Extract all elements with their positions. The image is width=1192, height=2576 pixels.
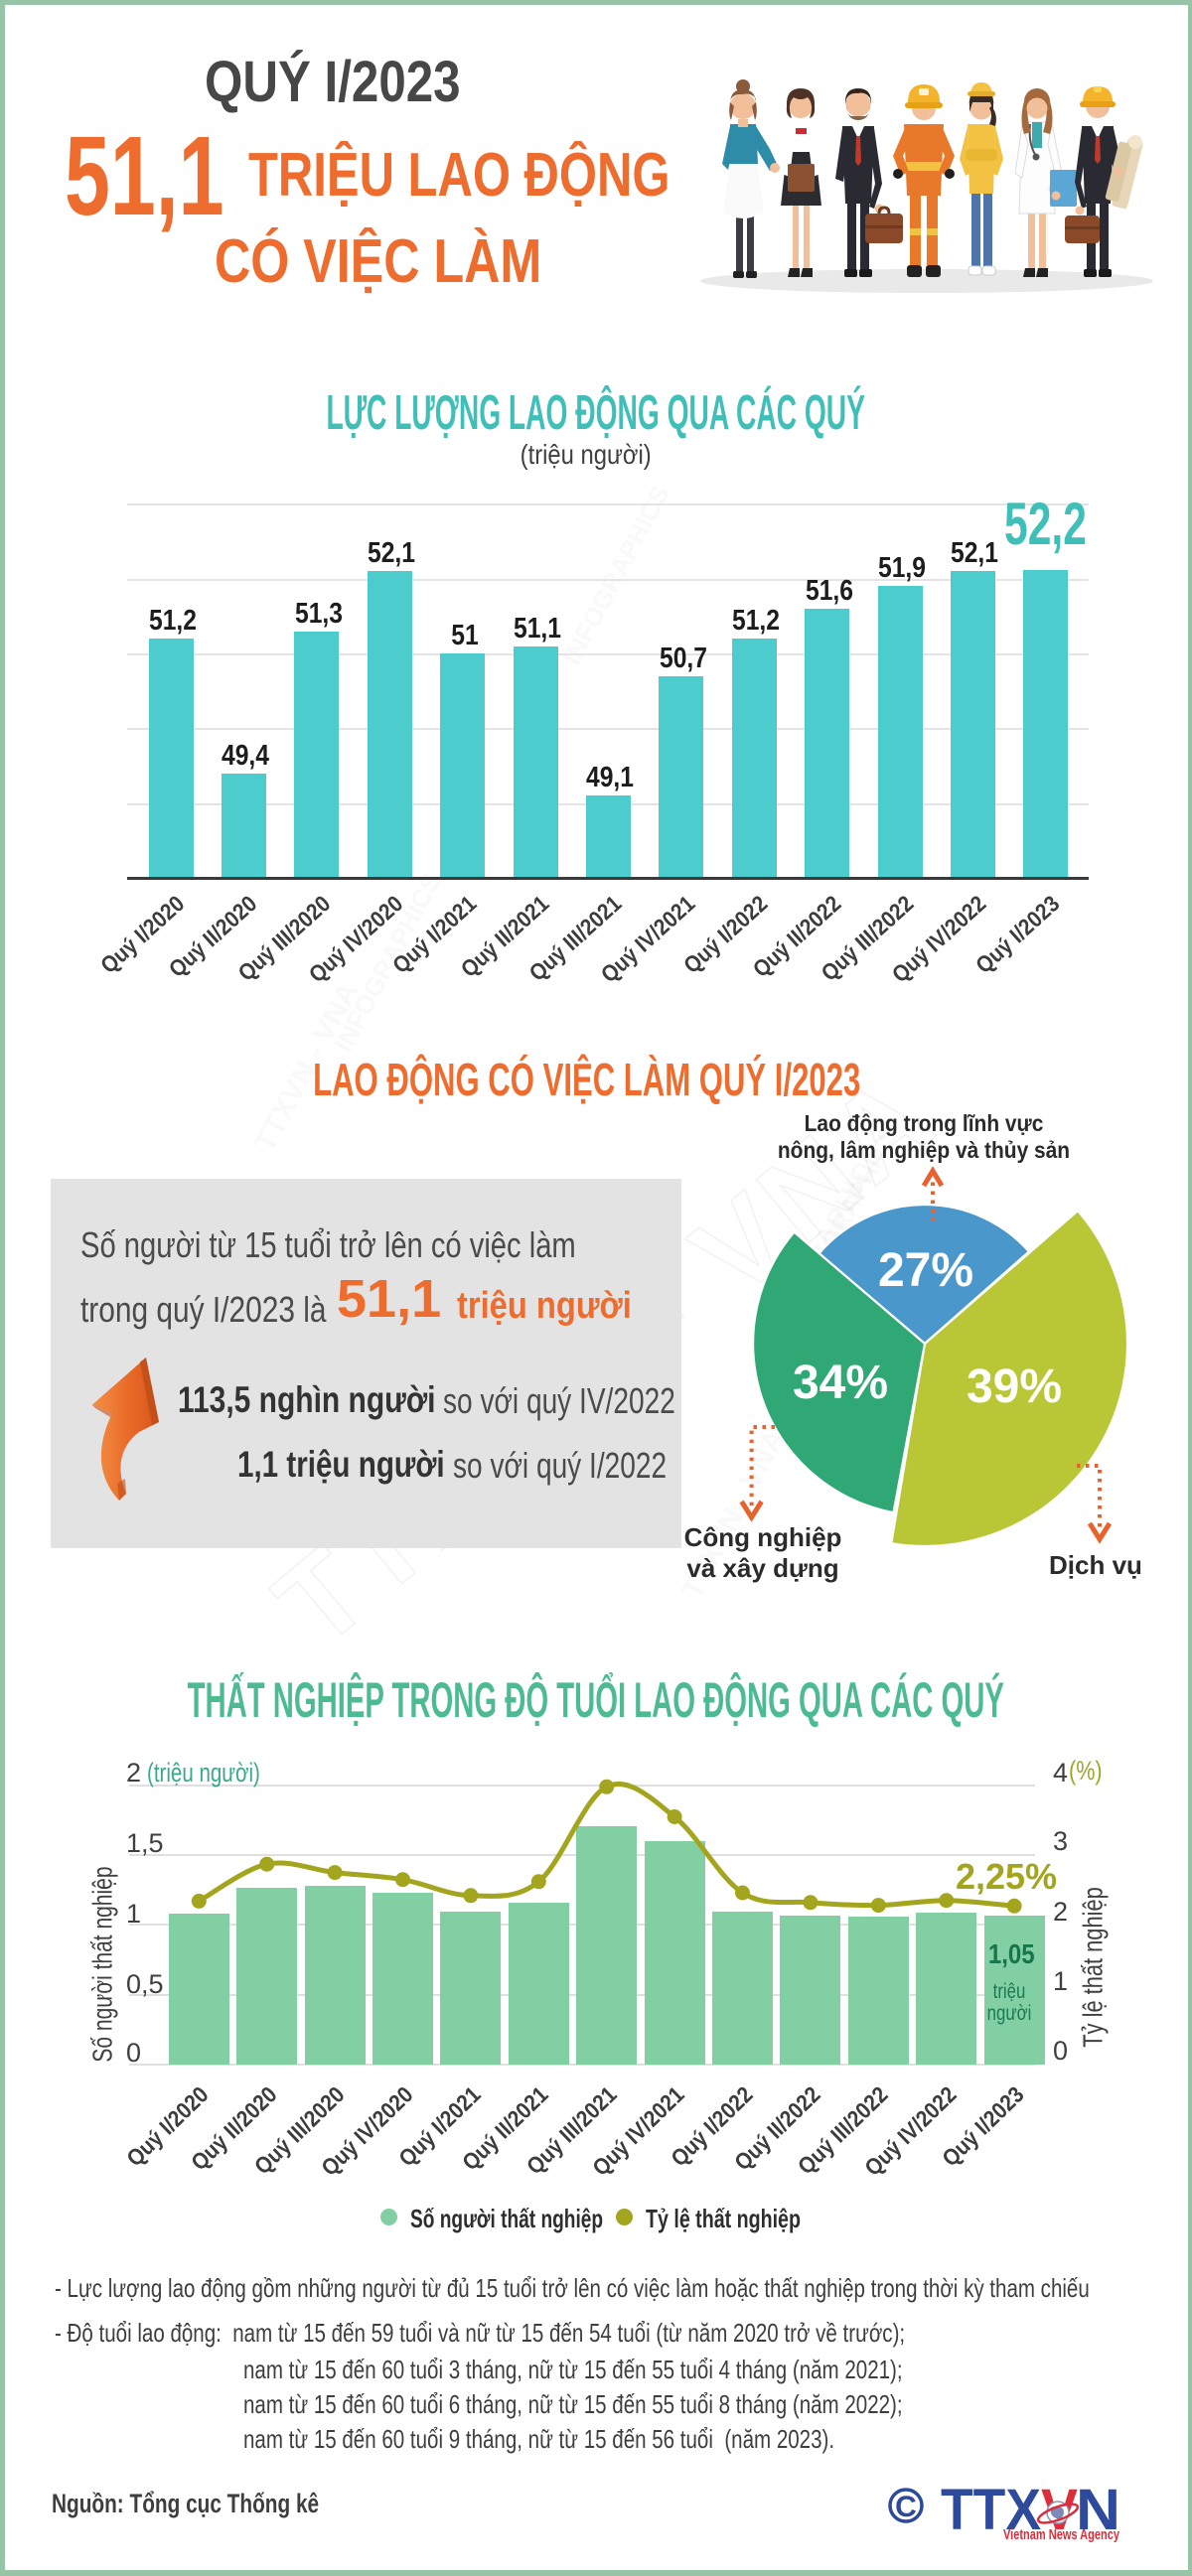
svg-text:27%: 27% bbox=[878, 1244, 973, 1297]
svg-text:C: C bbox=[895, 2491, 917, 2523]
svg-text:34%: 34% bbox=[793, 1357, 888, 1409]
svg-text:39%: 39% bbox=[967, 1360, 1062, 1413]
svg-text:N: N bbox=[1076, 2478, 1120, 2542]
svg-text:Vietnam News Agency: Vietnam News Agency bbox=[1003, 2526, 1119, 2543]
svg-text:TTX: TTX bbox=[941, 2478, 1041, 2542]
